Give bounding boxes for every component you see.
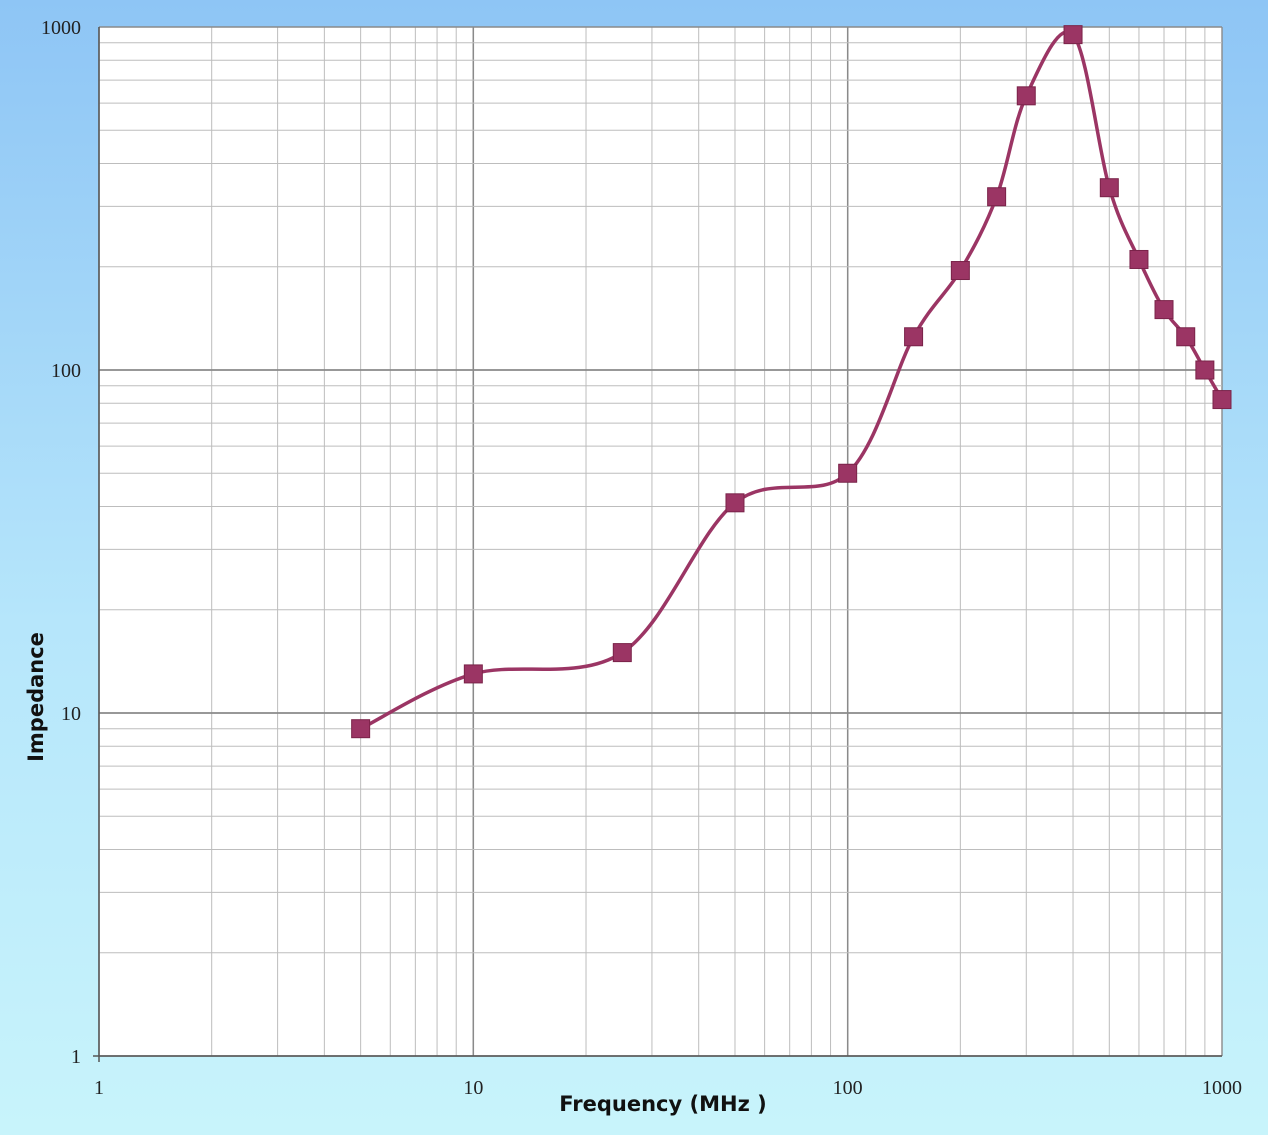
y-tick-label: 1000 <box>41 17 81 39</box>
x-tick-label: 1 <box>94 1077 104 1099</box>
y-tick-label: 100 <box>51 360 81 382</box>
data-point-marker <box>1154 300 1174 320</box>
data-point-marker <box>950 261 970 281</box>
data-point-marker <box>1099 178 1119 198</box>
x-tick-label: 100 <box>833 1077 863 1099</box>
y-axis-title: Impedance <box>24 632 48 762</box>
tick-labels: 1 10 100 1000 1 10 100 1000 <box>41 17 1242 1099</box>
plot-area <box>99 27 1222 1056</box>
data-point-marker <box>1129 249 1149 269</box>
grid <box>98 26 1223 1057</box>
x-axis-title: Frequency (MHz ) <box>559 1092 766 1116</box>
series-layer <box>351 25 1232 739</box>
data-point-marker <box>612 643 632 663</box>
data-point-marker <box>987 187 1007 207</box>
data-point-marker <box>725 493 745 513</box>
data-point-marker <box>1063 25 1083 45</box>
data-point-marker <box>351 719 371 739</box>
y-tick-label: 10 <box>61 703 81 725</box>
data-point-marker <box>1212 390 1232 410</box>
x-tick-label: 10 <box>463 1077 483 1099</box>
data-point-marker <box>838 463 858 483</box>
y-tick-label: 1 <box>71 1046 81 1068</box>
data-point-marker <box>904 327 924 347</box>
data-point-marker <box>1195 360 1215 380</box>
data-point-marker <box>463 664 483 684</box>
x-tick-label: 1000 <box>1202 1077 1242 1099</box>
data-point-marker <box>1176 327 1196 347</box>
data-point-marker <box>1016 86 1036 106</box>
axes <box>93 27 1222 1062</box>
